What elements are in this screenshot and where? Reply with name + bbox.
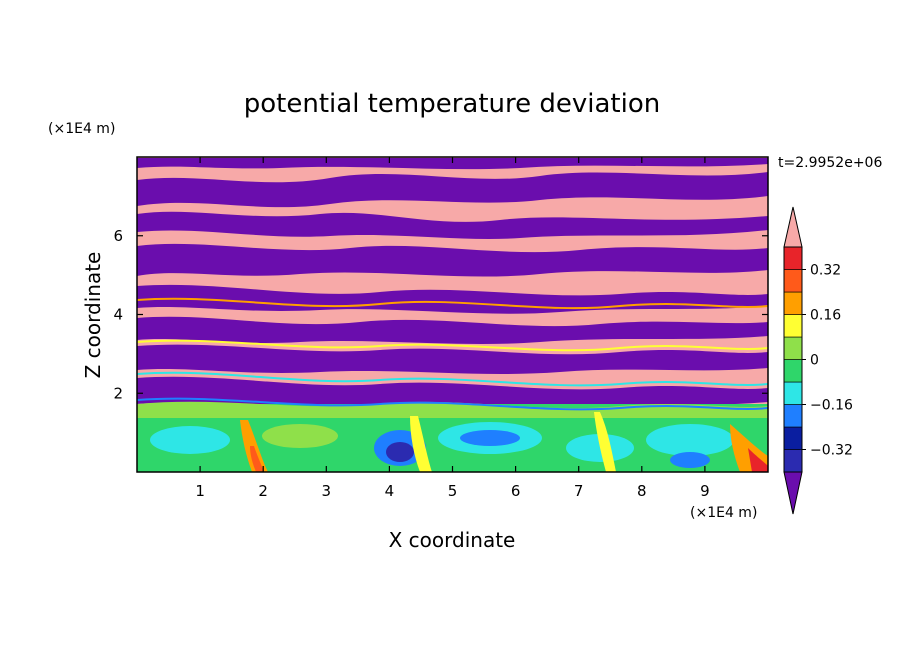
x-tick-label: 6 — [511, 482, 521, 500]
colorbar-segment — [783, 404, 803, 428]
chart-title: potential temperature deviation — [244, 89, 660, 119]
purple-bands — [137, 158, 768, 410]
colorbar-segment — [783, 336, 803, 360]
y-axis-unit: (×1E4 m) — [48, 121, 115, 137]
y-axis-ticks: 2 4 6 — [113, 227, 768, 402]
colorbar-segment — [783, 359, 803, 383]
colorbar-segment — [783, 291, 803, 315]
x-tick-label: 5 — [448, 482, 458, 500]
x-tick-label: 9 — [700, 482, 710, 500]
x-tick-label: 8 — [637, 482, 647, 500]
x-axis-ticks: 1 2 3 4 5 6 7 8 9 — [195, 157, 710, 500]
contour-field — [137, 157, 768, 472]
x-tick-label: 4 — [385, 482, 395, 500]
colorbar-label: 0.32 — [810, 263, 841, 279]
y-tick-label: 2 — [113, 384, 123, 402]
y-tick-label: 4 — [113, 306, 123, 324]
colorbar-label: 0 — [810, 353, 819, 369]
colorbar-label: −0.32 — [810, 443, 853, 459]
x-axis-unit: (×1E4 m) — [690, 505, 757, 521]
colorbar: 0.32 0.16 0 −0.16 −0.32 — [783, 206, 853, 515]
colorbar-label: 0.16 — [810, 308, 841, 324]
colorbar-segment — [783, 314, 803, 338]
colorbar-segment — [783, 449, 803, 473]
x-tick-label: 3 — [322, 482, 332, 500]
colorbar-extend-bottom — [783, 471, 803, 515]
colorbar-label: −0.16 — [810, 398, 853, 414]
y-tick-label: 6 — [113, 227, 123, 245]
colorbar-extend-top — [783, 206, 803, 248]
x-tick-label: 1 — [195, 482, 205, 500]
colorbar-segment — [783, 381, 803, 405]
interface-lines — [137, 297, 768, 411]
colorbar-segment — [783, 269, 803, 293]
x-tick-label: 2 — [258, 482, 268, 500]
x-axis-title: X coordinate — [389, 528, 516, 552]
x-tick-label: 7 — [574, 482, 584, 500]
colorbar-segment — [783, 246, 803, 270]
colorbar-segment — [783, 426, 803, 450]
y-axis-title: Z coordinate — [81, 252, 105, 379]
time-label: t=2.9952e+06 — [778, 155, 882, 171]
boundary-layer — [137, 401, 768, 472]
